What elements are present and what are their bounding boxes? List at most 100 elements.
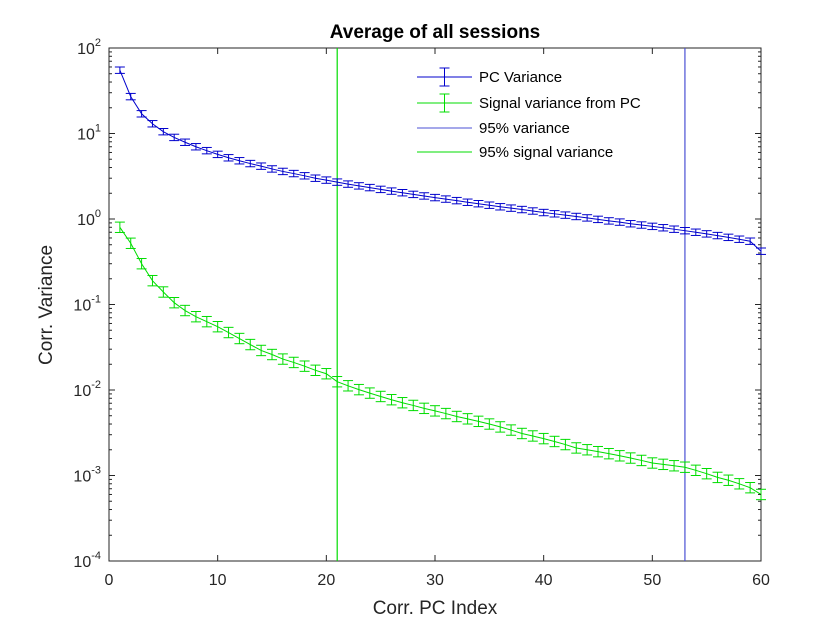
error-bar bbox=[397, 189, 408, 197]
series-pc-variance bbox=[114, 66, 766, 255]
error-bar bbox=[451, 196, 462, 205]
error-bar bbox=[353, 182, 364, 190]
error-bar bbox=[321, 368, 332, 380]
x-tick-label: 0 bbox=[105, 572, 114, 589]
error-bar bbox=[332, 178, 343, 186]
error-bar bbox=[180, 138, 191, 146]
error-bar bbox=[125, 237, 136, 249]
error-bar bbox=[364, 387, 375, 399]
error-bar bbox=[462, 198, 473, 206]
error-bar bbox=[375, 390, 386, 403]
error-bar bbox=[169, 296, 180, 309]
error-bar bbox=[701, 230, 712, 238]
error-bar bbox=[593, 445, 603, 458]
error-bar bbox=[136, 110, 147, 118]
error-bar bbox=[245, 338, 256, 351]
error-bar bbox=[506, 204, 517, 212]
error-bar bbox=[343, 380, 354, 392]
error-bar bbox=[364, 183, 375, 192]
error-bar bbox=[267, 165, 277, 173]
error-bar bbox=[440, 407, 451, 420]
error-bar bbox=[234, 157, 245, 165]
error-bar bbox=[158, 127, 169, 136]
error-bar bbox=[723, 474, 734, 486]
error-bar bbox=[745, 237, 756, 245]
error-bar bbox=[658, 224, 669, 232]
legend: PC Variance Signal variance from PC 95% va… bbox=[417, 67, 641, 161]
error-bar bbox=[386, 394, 397, 406]
error-bar bbox=[527, 430, 538, 442]
error-bar bbox=[310, 364, 321, 376]
error-bar bbox=[212, 150, 223, 159]
error-bar bbox=[234, 332, 245, 345]
error-bar bbox=[136, 258, 147, 270]
chart-title: Average of all sessions bbox=[330, 22, 541, 43]
legend-item: Signal variance from PC bbox=[417, 93, 641, 113]
error-bar bbox=[114, 66, 125, 74]
legend-item: PC Variance bbox=[417, 67, 562, 87]
error-bar bbox=[690, 228, 701, 236]
error-bar bbox=[516, 427, 527, 440]
error-bar bbox=[256, 162, 267, 170]
series-line bbox=[119, 227, 762, 495]
y-tick-label: 100 bbox=[77, 208, 101, 229]
error-bar bbox=[495, 203, 506, 211]
error-bar bbox=[516, 205, 527, 214]
error-bar bbox=[495, 421, 506, 433]
error-bar bbox=[201, 315, 212, 328]
y-tick-label: 10-3 bbox=[73, 465, 101, 486]
error-bar bbox=[614, 218, 625, 226]
error-bar bbox=[288, 169, 299, 178]
error-bar bbox=[582, 444, 593, 456]
y-tick-label: 101 bbox=[77, 123, 101, 144]
error-bar bbox=[223, 154, 234, 162]
error-bar bbox=[560, 211, 571, 219]
error-bar bbox=[734, 478, 745, 490]
error-bar bbox=[408, 399, 419, 412]
y-tick-label: 10-4 bbox=[73, 550, 101, 571]
legend-label: 95% signal variance bbox=[479, 144, 613, 161]
error-bar bbox=[353, 383, 364, 396]
error-bar bbox=[603, 447, 614, 460]
error-bar bbox=[223, 326, 234, 339]
error-bar bbox=[647, 457, 658, 469]
error-bar bbox=[679, 226, 690, 235]
error-bar bbox=[147, 274, 158, 287]
error-bar bbox=[169, 133, 180, 142]
x-tick-label: 30 bbox=[426, 572, 444, 589]
error-bar bbox=[701, 467, 712, 480]
error-bar bbox=[538, 208, 549, 217]
error-bar bbox=[419, 402, 430, 415]
threshold-lines bbox=[336, 48, 686, 561]
y-axis-label: Corr. Variance bbox=[36, 245, 57, 365]
error-bar bbox=[451, 410, 462, 423]
error-bar bbox=[288, 356, 299, 369]
error-bar bbox=[538, 432, 549, 445]
legend-item: 95% signal variance bbox=[417, 144, 613, 161]
error-bar bbox=[299, 360, 310, 372]
error-bar bbox=[114, 221, 125, 233]
error-bar bbox=[267, 348, 277, 361]
error-bar bbox=[712, 231, 723, 240]
error-bar bbox=[147, 120, 158, 128]
error-bar bbox=[560, 438, 571, 451]
error-bar bbox=[527, 207, 538, 215]
error-bar bbox=[343, 180, 354, 188]
series-line bbox=[119, 70, 762, 252]
error-bar bbox=[430, 405, 440, 417]
error-bar bbox=[397, 397, 408, 409]
error-bar bbox=[669, 460, 680, 472]
error-bar bbox=[734, 235, 745, 243]
error-bar bbox=[473, 199, 484, 208]
series-signal-variance-from-pc bbox=[114, 221, 766, 501]
error-bar bbox=[582, 214, 593, 222]
error-bar bbox=[712, 471, 723, 484]
error-bar bbox=[310, 174, 321, 182]
error-bar bbox=[375, 185, 386, 194]
error-bar bbox=[636, 454, 647, 467]
error-bar bbox=[484, 418, 495, 430]
error-bar bbox=[321, 176, 332, 184]
error-bar bbox=[332, 376, 343, 388]
error-bar bbox=[723, 233, 734, 242]
y-tick-label: 10-1 bbox=[73, 294, 101, 315]
